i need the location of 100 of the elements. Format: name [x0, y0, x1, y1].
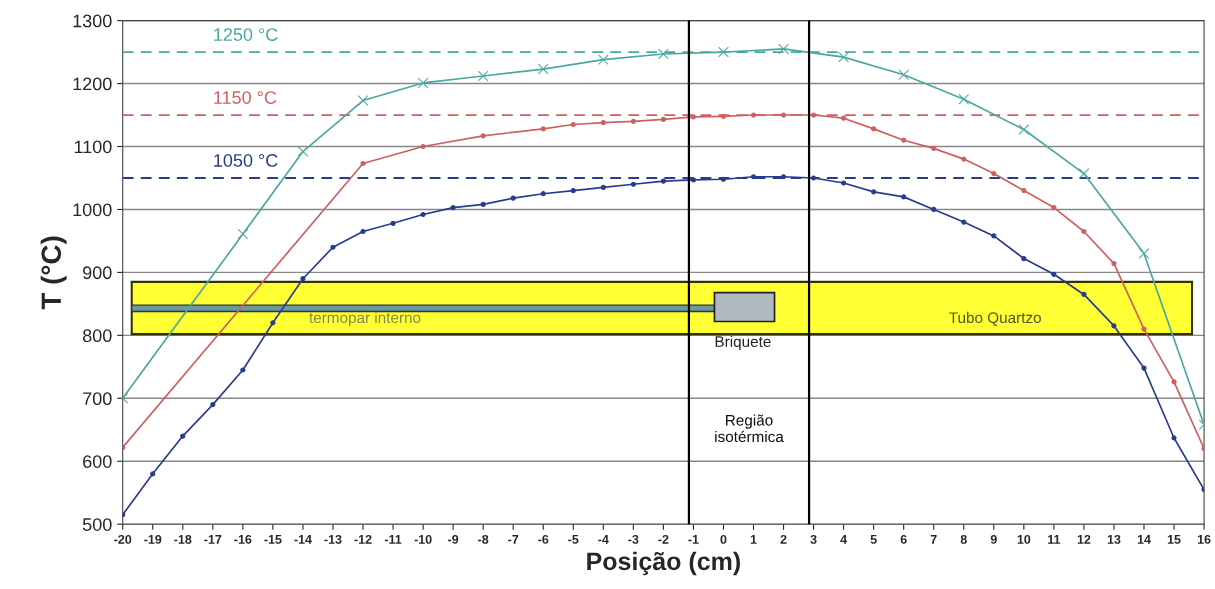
point: [1111, 323, 1117, 329]
point: [810, 112, 817, 118]
point: [480, 133, 486, 139]
point: [780, 174, 787, 180]
point: [420, 211, 426, 218]
point: [237, 228, 249, 240]
point: [1018, 124, 1030, 135]
point: [961, 219, 967, 225]
point: [390, 220, 396, 226]
point: [1171, 379, 1177, 385]
x-tick-label: -8: [478, 534, 489, 544]
point: [841, 180, 847, 186]
point: [991, 233, 997, 239]
point: [630, 118, 636, 124]
x-axis-title: Posição (cm): [587, 551, 740, 576]
x-tick-label: -6: [538, 534, 549, 544]
point: [417, 77, 429, 89]
point: [537, 63, 549, 75]
point: [810, 175, 817, 181]
y-tick-label: 1200: [73, 77, 112, 91]
point: [931, 145, 937, 152]
x-tick-label: 2: [780, 534, 787, 544]
y-tick-label: 1000: [73, 203, 112, 217]
point: [420, 143, 426, 150]
point: [600, 119, 606, 126]
ref-line-label: 1150 °C: [214, 91, 277, 104]
x-tick-label: -9: [448, 534, 459, 544]
point: [477, 70, 489, 82]
x-tick-label: 7: [930, 535, 937, 544]
point: [660, 178, 666, 184]
point: [841, 115, 847, 121]
point: [931, 206, 937, 213]
y-tick-label: 800: [82, 329, 112, 343]
point: [300, 276, 306, 282]
x-tick-label: 1: [750, 535, 757, 544]
x-tick-label: -12: [354, 534, 372, 544]
ref-line-label: 1050 °C: [214, 154, 278, 167]
x-tick-label: 13: [1107, 534, 1121, 544]
point: [660, 116, 666, 123]
point: [570, 187, 576, 194]
y-tick-label: 500: [82, 518, 112, 531]
point: [838, 51, 849, 63]
point: [180, 433, 186, 439]
x-tick-label: -10: [414, 534, 432, 544]
x-tick-label: 11: [1048, 535, 1061, 544]
point: [718, 46, 729, 58]
y-tick-label: 1300: [73, 14, 112, 28]
point: [778, 43, 789, 55]
point: [540, 126, 546, 132]
point: [330, 244, 336, 250]
point: [1078, 168, 1090, 179]
point: [480, 201, 486, 208]
x-tick-label: 12: [1077, 534, 1091, 544]
point: [510, 195, 516, 201]
annotation: Briquete: [715, 335, 771, 351]
point: [1051, 271, 1057, 277]
point: [360, 160, 366, 167]
point: [958, 93, 970, 105]
point: [210, 402, 216, 408]
x-tick-label: 8: [960, 534, 967, 544]
point: [570, 121, 576, 128]
point: [1138, 248, 1150, 259]
x-tick-label: -13: [324, 534, 342, 544]
point: [150, 471, 156, 477]
ref-line-label: 1250 °C: [214, 28, 278, 41]
point: [600, 184, 606, 191]
point: [780, 112, 787, 118]
x-tick-label: 3: [810, 534, 817, 544]
point: [991, 170, 997, 177]
point: [450, 204, 456, 211]
y-tick-label: 600: [83, 455, 112, 468]
point: [901, 194, 907, 200]
x-tick-label: -1: [688, 535, 699, 544]
x-tick-label: -4: [598, 535, 609, 544]
point: [720, 176, 727, 182]
x-tick-label: -11: [384, 535, 402, 544]
point: [1171, 435, 1177, 441]
point: [360, 228, 366, 235]
x-tick-label: -19: [144, 534, 162, 544]
x-tick-label: -18: [174, 534, 192, 544]
point: [690, 177, 697, 183]
x-tick-label: 10: [1017, 534, 1031, 544]
point: [1021, 255, 1027, 262]
x-tick-label: 4: [840, 535, 848, 544]
point: [871, 126, 877, 132]
point: [357, 95, 369, 106]
point: [597, 54, 609, 66]
point: [1201, 446, 1205, 452]
point: [122, 512, 126, 518]
x-tick-label: -17: [204, 535, 222, 544]
y-tick-label: 700: [83, 392, 112, 406]
point: [658, 48, 669, 60]
point: [240, 367, 246, 373]
point: [1141, 365, 1147, 371]
x-tick-label: -5: [568, 535, 579, 544]
point: [630, 181, 636, 187]
point: [1081, 228, 1087, 235]
point: [1021, 187, 1027, 194]
y-axis-title: T (°C): [40, 236, 67, 310]
x-tick-label: -20: [114, 534, 132, 544]
